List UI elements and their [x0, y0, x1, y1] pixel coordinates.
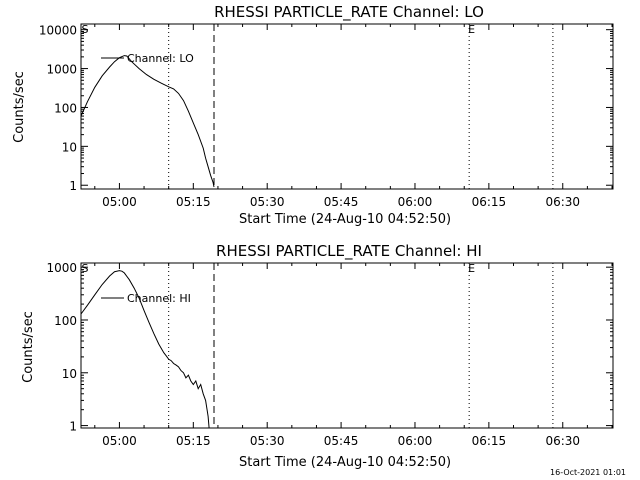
- y-tick-label: 1: [69, 420, 77, 434]
- panel-hi-plot-frame: [80, 262, 614, 429]
- y-tick-label: 1000: [46, 63, 77, 77]
- y-tick-label: 10: [62, 367, 77, 381]
- x-tick-label: 06:00: [398, 195, 433, 209]
- x-tick-label: 05:30: [250, 434, 285, 448]
- x-tick-label: 06:30: [545, 434, 580, 448]
- x-tick-label: 06:15: [472, 434, 507, 448]
- x-tick-label: 05:15: [176, 434, 211, 448]
- panel-hi-vertical-lines: [168, 263, 554, 428]
- panel-hi-x-axis-label: Start Time (24-Aug-10 04:52:50): [239, 455, 451, 470]
- x-tick-label: 05:15: [176, 195, 211, 209]
- panel-hi-y-ticks: 1 10 100 1000: [46, 261, 613, 434]
- y-tick-label: 10: [62, 140, 77, 154]
- y-tick-label: 1000: [46, 261, 77, 275]
- marker-s: S: [81, 23, 88, 36]
- panel-hi-x-ticks: 05:00 05:15 05:30 05:45 06:00 06:15 06:30: [94, 263, 613, 448]
- panel-hi: RHESSI PARTICLE_RATE Channel: HI 05:00 05…: [21, 242, 614, 470]
- panel-lo: RHESSI PARTICLE_RATE Channel: LO 05:00 05…: [12, 3, 614, 227]
- x-tick-label: 05:45: [324, 434, 359, 448]
- panel-lo-y-axis-label: Counts/sec: [12, 71, 27, 143]
- x-tick-label: 06:15: [472, 195, 507, 209]
- x-tick-label: 05:00: [102, 195, 137, 209]
- y-tick-label: 10000: [39, 24, 77, 38]
- y-tick-label: 1: [69, 179, 77, 193]
- x-tick-label: 05:00: [102, 434, 137, 448]
- panel-lo-title: RHESSI PARTICLE_RATE Channel: LO: [214, 3, 484, 22]
- panel-hi-legend: Channel: HI: [101, 292, 191, 305]
- panel-lo-plot-frame: [80, 23, 614, 190]
- panel-lo-vertical-lines: [168, 24, 554, 189]
- panel-lo-y-ticks: 1 10 100 1000 10000: [39, 24, 613, 193]
- panel-lo-x-ticks: 05:00 05:15 05:30 05:45 06:00 06:15 06:30: [94, 24, 613, 209]
- y-tick-label: 100: [54, 101, 77, 115]
- marker-s: S: [81, 262, 88, 275]
- x-tick-label: 06:30: [545, 195, 580, 209]
- y-tick-label: 100: [54, 314, 77, 328]
- x-tick-label: 06:00: [398, 434, 433, 448]
- marker-e: E: [468, 23, 475, 36]
- panel-lo-series-line: [80, 55, 215, 188]
- footer-timestamp: 16-Oct-2021 01:01: [550, 468, 626, 477]
- panel-hi-series-line: [80, 270, 210, 429]
- marker-e: E: [468, 262, 475, 275]
- x-tick-label: 05:45: [324, 195, 359, 209]
- panel-lo-x-axis-label: Start Time (24-Aug-10 04:52:50): [239, 212, 451, 227]
- panel-lo-legend: Channel: LO: [101, 52, 194, 65]
- panel-hi-title: RHESSI PARTICLE_RATE Channel: HI: [216, 242, 482, 261]
- x-tick-label: 05:30: [250, 195, 285, 209]
- panel-hi-y-axis-label: Counts/sec: [21, 311, 36, 383]
- panel-lo-legend-label: Channel: LO: [127, 52, 194, 65]
- panel-hi-legend-label: Channel: HI: [127, 292, 191, 305]
